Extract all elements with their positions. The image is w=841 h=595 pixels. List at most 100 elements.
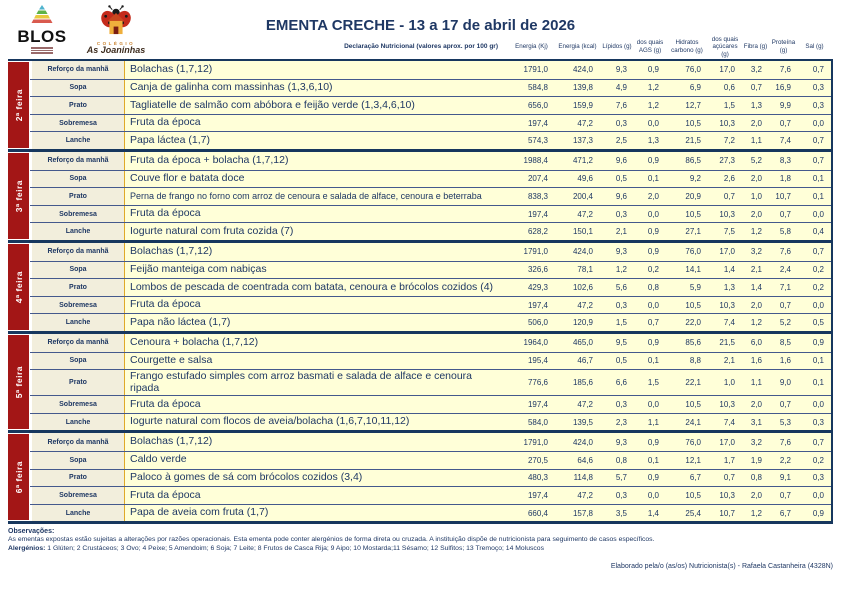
nutrition-value: 17,0 (708, 433, 742, 451)
nutrition-value: 1,0 (708, 370, 742, 396)
dish-name: Fruta da época (124, 205, 508, 223)
nutrition-value: 2,1 (742, 261, 769, 279)
nutrition-value: 7,4 (769, 132, 798, 149)
nutrition-value: 78,1 (555, 261, 600, 279)
nutrition-value: 12,7 (666, 97, 708, 114)
nutrition-value: 197,4 (508, 296, 555, 314)
menu-row: Prato Lombos de pescada de coentrada com … (30, 278, 831, 296)
nutrition-value: 0,1 (798, 170, 831, 188)
nutrition-value: 17,0 (708, 61, 742, 79)
nutrition-value: 7,2 (708, 132, 742, 149)
menu-row: Reforço da manhã Bolachas (1,7,12) 1791,0 4… (30, 61, 831, 79)
day-block: 6ª feira Reforço da manhã Bolachas (1,7,12… (8, 430, 831, 522)
nutrition-value: 1,1 (742, 132, 769, 149)
nutrition-value: 0,3 (600, 487, 634, 504)
nutrition-value: 5,3 (769, 413, 798, 431)
school-logo-name-text: As Joaninhas (86, 45, 146, 55)
nutrition-value: 660,4 (508, 504, 555, 522)
nutrition-value: 185,6 (555, 370, 600, 396)
nutrition-value: 0,0 (634, 296, 666, 314)
nutrition-value: 0,4 (798, 223, 831, 240)
nutrition-value: 139,5 (555, 413, 600, 431)
day-label-text: 6ª feira (13, 461, 24, 494)
nutrition-value: 7,4 (708, 413, 742, 431)
nutrition-value: 0,1 (634, 451, 666, 469)
column-header-ags: dos quais AGS (g) (636, 39, 664, 54)
nutrition-value: 1,4 (634, 504, 666, 522)
meal-type-label: Lanche (30, 223, 124, 240)
nutrition-value: 7,4 (708, 314, 742, 331)
nutrition-value: 7,6 (769, 61, 798, 79)
dish-name: Fruta da época (124, 296, 508, 314)
meal-type-label: Lanche (30, 504, 124, 522)
nutrition-value: 1,0 (742, 188, 769, 205)
nutrition-value: 0,7 (769, 487, 798, 504)
nutrition-value: 2,0 (742, 396, 769, 413)
nutrition-value: 1,2 (600, 261, 634, 279)
nutrition-value: 1,9 (742, 451, 769, 469)
menu-row: Reforço da manhã Bolachas (1,7,12) 1791,0 4… (30, 242, 831, 261)
menu-row: Lanche Papa láctea (1,7) 574,3 137,3 2,5 1,3 2… (30, 131, 831, 149)
nutrition-value: 0,9 (634, 433, 666, 451)
nutrition-value: 120,9 (555, 314, 600, 331)
day-block: 3ª feira Reforço da manhã Fruta da época +… (8, 148, 831, 240)
nutrition-value: 1,2 (742, 223, 769, 240)
nutrition-value: 197,4 (508, 114, 555, 132)
nutrition-value: 2,1 (600, 223, 634, 240)
nutrition-value: 3,2 (742, 433, 769, 451)
day-label-text: 5ª feira (13, 366, 24, 399)
nutrition-value: 0,3 (798, 79, 831, 97)
nutrition-value: 1,4 (742, 279, 769, 296)
menu-row: Sobremesa Fruta da época 197,4 47,2 0,3 0,0 10… (30, 295, 831, 314)
nutrition-value: 0,0 (798, 114, 831, 132)
meal-type-label: Reforço da manhã (30, 61, 124, 79)
nutrition-value: 114,8 (555, 469, 600, 487)
meal-type-label: Sopa (30, 170, 124, 188)
nutrition-value: 0,3 (798, 469, 831, 487)
column-header-acucares: dos quais açúcares (g) (711, 35, 739, 58)
meal-type-label: Reforço da manhã (30, 151, 124, 170)
nutrition-value: 480,3 (508, 469, 555, 487)
nutrition-value: 0,1 (798, 188, 831, 205)
day-block: 2ª feira Reforço da manhã Bolachas (1,7,12… (8, 61, 831, 149)
blos-logo-text: BLOS (17, 27, 67, 46)
nutrition-value: 0,9 (798, 333, 831, 352)
nutrition-value: 3,1 (742, 413, 769, 431)
nutrition-value: 10,3 (708, 296, 742, 314)
observations-title: Observações: (8, 528, 55, 536)
nutrition-value: 7,6 (600, 97, 634, 114)
menu-row: Prato Perna de frango no forno com arroz … (30, 187, 831, 205)
nutrition-value: 2,1 (708, 352, 742, 370)
menu-row: Lanche Iogurte natural com flocos de avei… (30, 412, 831, 431)
meal-type-label: Sobremesa (30, 205, 124, 223)
menu-row: Reforço da manhã Bolachas (1,7,12) 1791,0 4… (30, 433, 831, 451)
nutrition-value: 27,1 (666, 223, 708, 240)
meal-type-label: Lanche (30, 132, 124, 149)
nutrition-value: 506,0 (508, 314, 555, 331)
nutrition-value: 20,9 (666, 188, 708, 205)
nutrition-value: 5,6 (600, 279, 634, 296)
day-label-text: 4ª feira (13, 270, 24, 304)
menu-row: Prato Paloco à gomes de sá com brócolos c… (30, 468, 831, 487)
nutrition-value: 326,6 (508, 261, 555, 279)
nutrition-value: 0,8 (742, 469, 769, 487)
nutrition-value: 0,9 (634, 242, 666, 261)
nutrition-value: 1,3 (742, 97, 769, 114)
meal-type-label: Sobremesa (30, 114, 124, 132)
nutrition-value: 12,1 (666, 451, 708, 469)
menu-row: Lanche Papa de aveia com fruta (1,7) 660,4… (30, 503, 831, 522)
nutrition-value: 157,8 (555, 504, 600, 522)
dish-name: Papa não láctea (1,7) (124, 314, 508, 331)
nutrition-value: 76,0 (666, 242, 708, 261)
nutrition-value: 200,4 (555, 188, 600, 205)
nutrition-value: 2,5 (600, 132, 634, 149)
nutrition-value: 21,5 (666, 132, 708, 149)
nutrition-value: 0,7 (798, 132, 831, 149)
nutrition-value: 0,0 (634, 396, 666, 413)
nutrition-value: 0,3 (798, 97, 831, 114)
nutrition-value: 10,3 (708, 487, 742, 504)
nutrition-value: 0,7 (708, 469, 742, 487)
day-label-text: 3ª feira (13, 179, 24, 213)
nutrition-value: 197,4 (508, 205, 555, 223)
nutrition-value: 47,2 (555, 396, 600, 413)
